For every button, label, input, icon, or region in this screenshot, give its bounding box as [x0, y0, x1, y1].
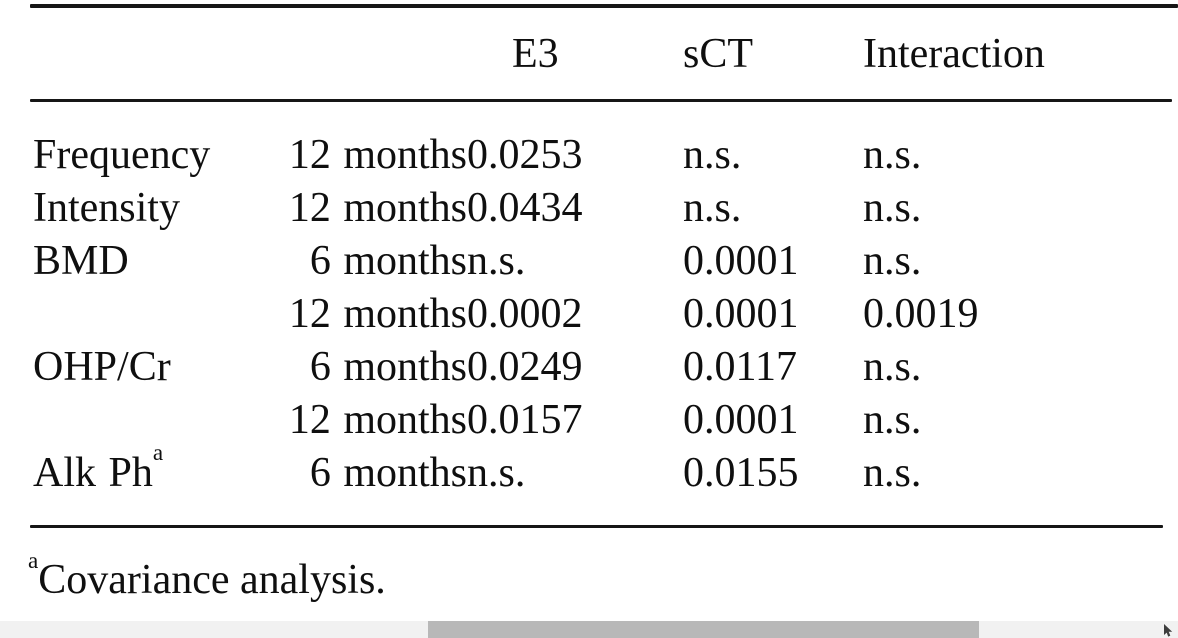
- table-bottom-rule: [30, 525, 1163, 528]
- cell-measure: Frequency: [33, 128, 283, 181]
- column-header-sct: sCT: [683, 31, 754, 77]
- cell-period: 12 months: [288, 396, 467, 443]
- table-top-rule: [30, 4, 1178, 8]
- cell-e3-value: n.s.: [467, 237, 526, 284]
- footnote-marker: a: [28, 546, 39, 573]
- cell-sct-value: 0.0001: [683, 396, 799, 443]
- horizontal-scrollbar-thumb[interactable]: [428, 621, 979, 638]
- cell-e3-value: 0.0249: [467, 343, 583, 390]
- cell-measure: BMD: [33, 234, 283, 287]
- footnote-text: Covariance analysis.: [38, 557, 386, 603]
- measure-footnote-marker: a: [152, 439, 164, 466]
- cell-sct-value: 0.0001: [683, 237, 799, 284]
- cell-sct-value: 0.0001: [683, 290, 799, 337]
- table-header-rule: [30, 99, 1172, 102]
- table-row: Alk Pha 6 months n.s. 0.0155 n.s.: [33, 441, 1145, 499]
- cell-measure: [33, 287, 283, 340]
- cell-sct-value: n.s.: [683, 131, 742, 178]
- measure-label: Alk Ph: [33, 449, 153, 496]
- cell-period: 6 months: [309, 343, 467, 390]
- table-row: BMD 6 months n.s. 0.0001 n.s.: [33, 234, 1145, 287]
- cell-period: 6 months: [309, 449, 467, 496]
- table-row: Intensity 12 months 0.0434 n.s. n.s.: [33, 181, 1145, 234]
- cell-e3-value: n.s.: [467, 449, 526, 496]
- cell-interaction-value: n.s.: [863, 237, 922, 284]
- cell-measure: OHP/Cr: [33, 340, 283, 393]
- measure-label: OHP/Cr: [33, 343, 171, 390]
- cell-interaction-value: n.s.: [863, 343, 922, 390]
- cell-e3-value: 0.0434: [467, 184, 583, 231]
- cell-sct-value: 0.0155: [683, 449, 799, 496]
- cell-e3-value: 0.0157: [467, 396, 583, 443]
- cell-sct-value: 0.0117: [683, 343, 797, 390]
- cell-interaction-value: n.s.: [863, 184, 922, 231]
- cell-sct-value: n.s.: [683, 184, 742, 231]
- measure-label: Intensity: [33, 184, 180, 231]
- cell-e3-value: 0.0253: [467, 131, 583, 178]
- column-header-e3: E3: [512, 31, 559, 77]
- horizontal-scrollbar[interactable]: [0, 621, 1178, 638]
- cell-measure: Alk Pha: [33, 441, 283, 499]
- measure-label: BMD: [33, 237, 129, 284]
- cell-period: 12 months: [288, 290, 467, 337]
- table-footnote: aCovariance analysis.: [28, 548, 386, 604]
- cell-interaction-value: n.s.: [863, 396, 922, 443]
- table-row: OHP/Cr 6 months 0.0249 0.0117 n.s.: [33, 340, 1145, 393]
- column-header-interaction: Interaction: [863, 31, 1045, 77]
- cell-period: 12 months: [288, 184, 467, 231]
- significance-table: Frequency 12 months 0.0253 n.s. n.s. Int…: [33, 128, 1145, 499]
- cell-measure: Intensity: [33, 181, 283, 234]
- cell-interaction-value: 0.0019: [863, 290, 979, 337]
- measure-label: Frequency: [33, 131, 211, 178]
- cell-interaction-value: n.s.: [863, 449, 922, 496]
- cell-interaction-value: n.s.: [863, 131, 922, 178]
- table-row: 12 months 0.0002 0.0001 0.0019: [33, 287, 1145, 340]
- cell-period: 12 months: [288, 131, 467, 178]
- cell-e3-value: 0.0002: [467, 290, 583, 337]
- table-row: 12 months 0.0157 0.0001 n.s.: [33, 393, 1145, 446]
- table-row: Frequency 12 months 0.0253 n.s. n.s.: [33, 128, 1145, 181]
- mouse-cursor-icon: [1164, 624, 1173, 637]
- cell-period: 6 months: [309, 237, 467, 284]
